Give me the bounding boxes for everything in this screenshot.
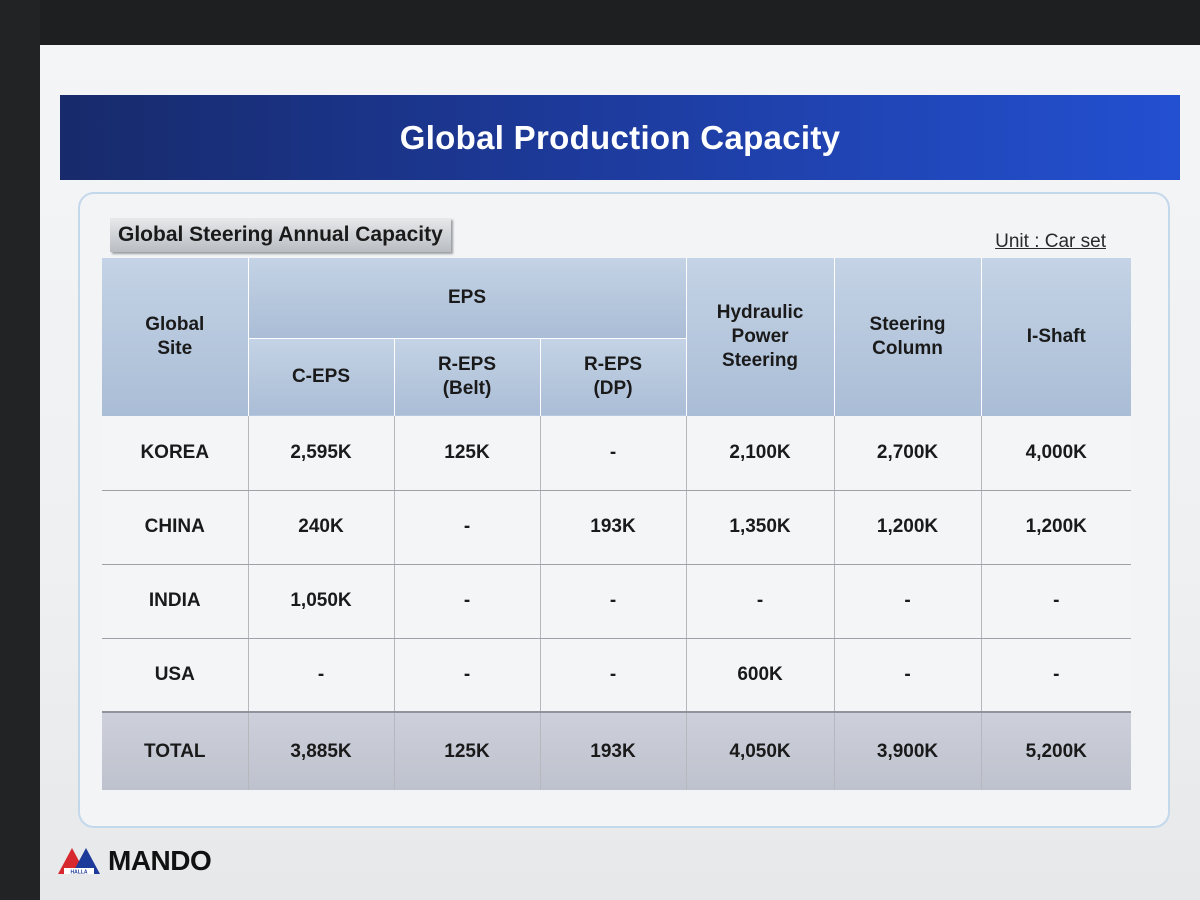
value-cell: -: [539, 416, 687, 491]
total-value-cell: 3,900K: [833, 711, 982, 790]
value-cell: -: [539, 564, 687, 639]
section-subtitle: Global Steering Annual Capacity: [110, 218, 451, 252]
total-value-cell: 4,050K: [685, 711, 835, 790]
site-cell: INDIA: [102, 564, 248, 639]
value-cell: -: [539, 638, 687, 713]
value-cell: 600K: [685, 638, 835, 713]
header-steering-column: Steering Column: [833, 258, 982, 416]
value-cell: 1,200K: [980, 490, 1132, 565]
value-cell: 193K: [539, 490, 687, 565]
value-cell: 4,000K: [980, 416, 1132, 491]
value-cell: -: [393, 490, 540, 565]
total-value-cell: 125K: [393, 711, 540, 790]
header-c-eps: C-EPS: [247, 337, 394, 416]
value-cell: -: [833, 564, 982, 639]
value-cell: -: [393, 564, 540, 639]
value-cell: -: [685, 564, 835, 639]
table-row-china: CHINA 240K - 193K 1,350K 1,200K 1,200K: [102, 490, 1132, 565]
logo-wordmark: MANDO: [108, 845, 212, 876]
value-cell: -: [980, 638, 1132, 713]
value-cell: 125K: [393, 416, 540, 491]
header-r-eps-dp: R-EPS (DP): [539, 337, 687, 416]
value-cell: -: [393, 638, 540, 713]
slide: Global Production Capacity Global Steeri…: [40, 45, 1200, 900]
table-row-usa: USA - - - 600K - -: [102, 638, 1132, 713]
slide-title: Global Production Capacity: [399, 118, 841, 156]
header-i-shaft: I-Shaft: [980, 258, 1132, 416]
value-cell: -: [833, 638, 982, 713]
company-logo: HALLA MANDO: [56, 845, 212, 877]
site-cell: USA: [102, 638, 248, 713]
capacity-table: Global Site EPS Hydraulic Power Steering…: [102, 258, 1132, 790]
value-cell: -: [980, 564, 1132, 639]
background-left: [0, 0, 40, 900]
value-cell: -: [247, 638, 394, 713]
svg-text:HALLA: HALLA: [71, 870, 88, 876]
value-cell: 240K: [247, 490, 394, 565]
total-value-cell: 193K: [539, 711, 687, 790]
header-global-site: Global Site: [102, 258, 248, 416]
total-value-cell: 5,200K: [980, 711, 1132, 790]
header-r-eps-belt: R-EPS (Belt): [393, 337, 540, 416]
value-cell: 2,595K: [247, 416, 394, 491]
total-value-cell: 3,885K: [247, 711, 394, 790]
value-cell: 1,200K: [833, 490, 982, 565]
table-row-total: TOTAL 3,885K 125K 193K 4,050K 3,900K 5,2…: [102, 711, 1132, 790]
header-hydraulic-power-steering: Hydraulic Power Steering: [685, 258, 835, 416]
value-cell: 2,700K: [833, 416, 982, 491]
site-cell: KOREA: [102, 416, 248, 491]
value-cell: 2,100K: [685, 416, 835, 491]
site-cell: TOTAL: [102, 711, 248, 790]
header-eps-group: EPS: [247, 258, 687, 338]
background-top: [0, 0, 1200, 48]
site-cell: CHINA: [102, 490, 248, 565]
title-banner: Global Production Capacity: [60, 95, 1180, 180]
value-cell: 1,350K: [685, 490, 835, 565]
table-row-korea: KOREA 2,595K 125K - 2,100K 2,700K 4,000K: [102, 416, 1132, 491]
table-row-india: INDIA 1,050K - - - - -: [102, 564, 1132, 639]
mando-logo-mark-icon: HALLA: [58, 848, 100, 876]
unit-label: Unit : Car set: [995, 231, 1106, 252]
value-cell: 1,050K: [247, 564, 394, 639]
